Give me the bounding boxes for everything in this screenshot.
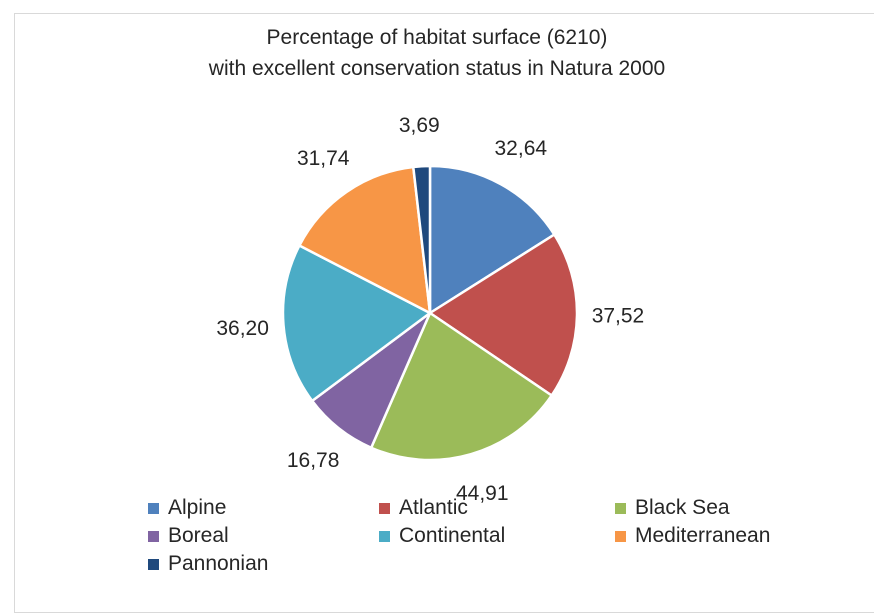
legend-label: Atlantic xyxy=(399,496,468,519)
chart-subtitle: with excellent conservation status in Na… xyxy=(208,57,666,80)
legend-item-atlantic: Atlantic xyxy=(379,496,468,520)
pie-slice-atlantic xyxy=(428,233,579,397)
pie-slice-continental xyxy=(281,244,432,403)
legend-item-boreal: Boreal xyxy=(148,524,229,548)
data-label-atlantic: 37,52 xyxy=(592,305,645,328)
legend-label: Continental xyxy=(399,524,506,547)
legend-item-mediterranean: Mediterranean xyxy=(615,524,770,548)
legend-swatch xyxy=(615,502,626,514)
chart-title-block: Percentage of habitat surface (6210) wit… xyxy=(0,22,874,84)
legend-item-black-sea: Black Sea xyxy=(615,496,730,520)
data-label-black-sea: 44,91 xyxy=(456,482,509,505)
legend-label: Pannonian xyxy=(168,552,269,575)
pie-chart: 32,64 37,52 44,91 16,78 36,20 31,74 3,69 xyxy=(216,114,645,505)
legend-label: Boreal xyxy=(168,524,229,547)
legend-swatch xyxy=(148,502,159,514)
legend-label: Black Sea xyxy=(635,496,730,519)
data-label-mediterranean: 31,74 xyxy=(297,147,350,170)
legend-swatch xyxy=(615,530,626,542)
chart-title: Percentage of habitat surface (6210) xyxy=(266,26,608,49)
legend-swatch xyxy=(148,530,159,542)
legend-label: Alpine xyxy=(168,496,227,519)
data-label-boreal: 16,78 xyxy=(287,449,340,472)
pie-slice-mediterranean xyxy=(298,165,432,315)
pie-slice-alpine xyxy=(428,164,556,315)
legend-swatch xyxy=(379,502,390,514)
legend-item-pannonian: Pannonian xyxy=(148,552,268,576)
legend-swatch xyxy=(148,558,159,570)
data-label-pannonian: 3,69 xyxy=(399,114,440,137)
pie-slice-pannonian xyxy=(412,164,432,315)
data-label-continental: 36,20 xyxy=(216,317,269,340)
legend-item-alpine: Alpine xyxy=(148,496,226,520)
pie-slice-black-sea xyxy=(369,311,553,462)
legend-label: Mediterranean xyxy=(635,524,771,547)
legend-swatch xyxy=(379,530,390,542)
data-label-alpine: 32,64 xyxy=(495,137,548,160)
legend-item-continental: Continental xyxy=(379,524,505,548)
